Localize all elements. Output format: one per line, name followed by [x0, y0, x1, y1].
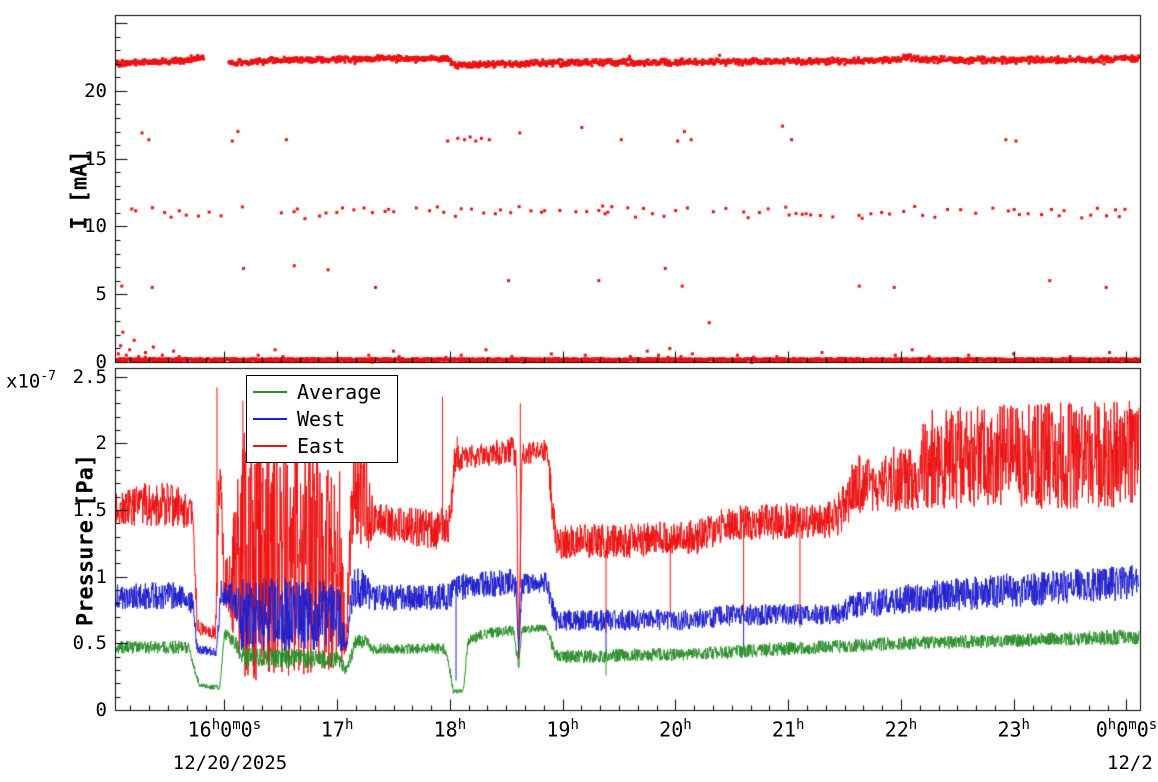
legend-label: Average	[297, 379, 382, 404]
y-tick-label-pressure: 1	[95, 565, 107, 588]
label-text: 17	[320, 717, 345, 742]
legend-line-swatch	[253, 390, 287, 393]
x-tick-label: 17h	[321, 713, 354, 742]
superscript-text: m	[1128, 717, 1137, 733]
label-text: 18	[433, 717, 458, 742]
legend-entry: West	[247, 406, 397, 432]
y-tick-label-current: 15	[84, 147, 107, 170]
legend-line-swatch	[253, 417, 287, 420]
y-tick-label-pressure: 0	[95, 699, 107, 721]
label-text: 0	[220, 717, 233, 742]
superscript-text: h	[683, 717, 692, 733]
label-text: 0	[1095, 717, 1108, 742]
y-tick-label-pressure: 0.5	[72, 632, 107, 655]
x-tick-label: 22h	[885, 713, 918, 742]
date-label-left: 12/20/2025	[172, 752, 288, 774]
label-text: 20	[659, 717, 684, 742]
label-text: 0	[240, 717, 253, 742]
superscript-text: s	[1148, 717, 1158, 733]
superscript-text: h	[1107, 717, 1117, 733]
superscript-text: h	[1021, 717, 1030, 733]
label-text: 0	[1116, 717, 1129, 742]
label-text: 22	[884, 717, 909, 742]
legend-line-swatch	[253, 445, 287, 448]
label-text: 16	[187, 717, 212, 742]
label-text: 21	[771, 717, 796, 742]
superscript-text: -7	[40, 369, 56, 384]
date-label-right: 12/2	[1107, 752, 1153, 774]
x-tick-label: 16h0m0s	[188, 713, 262, 742]
superscript-text: s	[252, 717, 262, 733]
y-axis-exponent-label: x10-7	[6, 366, 56, 392]
y-tick-label-current: 10	[84, 215, 107, 238]
legend: Average West East	[246, 375, 398, 463]
superscript-text: h	[796, 717, 805, 733]
label-text: 19	[546, 717, 571, 742]
y-tick-label-current: 0	[95, 351, 107, 373]
superscript-text: h	[908, 717, 918, 733]
y-axis-title-pressure: Pressure [Pa]	[73, 453, 99, 627]
superscript-text: h	[211, 717, 221, 733]
label-text: x10	[6, 370, 41, 393]
legend-entry: Average	[247, 379, 397, 405]
legend-label: West	[297, 406, 346, 431]
y-tick-label-current: 20	[84, 79, 107, 102]
label-text: 23	[997, 717, 1022, 742]
y-tick-label-pressure: 2.5	[72, 365, 107, 388]
superscript-text: h	[457, 717, 467, 733]
x-tick-label: 23h	[997, 713, 1030, 742]
x-tick-label: 0h0m0s	[1096, 713, 1158, 742]
x-tick-label: 19h	[546, 713, 579, 742]
y-tick-label-pressure: 2	[95, 432, 107, 455]
y-tick-label-current: 5	[95, 283, 107, 306]
legend-label: East	[297, 434, 346, 459]
x-tick-label: 18h	[434, 713, 467, 742]
superscript-text: h	[570, 717, 579, 733]
x-tick-label: 21h	[772, 713, 805, 742]
legend-entry: East	[247, 433, 397, 459]
label-text: 0	[1136, 717, 1149, 742]
superscript-text: m	[232, 717, 241, 733]
superscript-text: h	[344, 717, 354, 733]
y-tick-label-pressure: 1.5	[72, 499, 107, 521]
x-tick-label: 20h	[659, 713, 692, 742]
